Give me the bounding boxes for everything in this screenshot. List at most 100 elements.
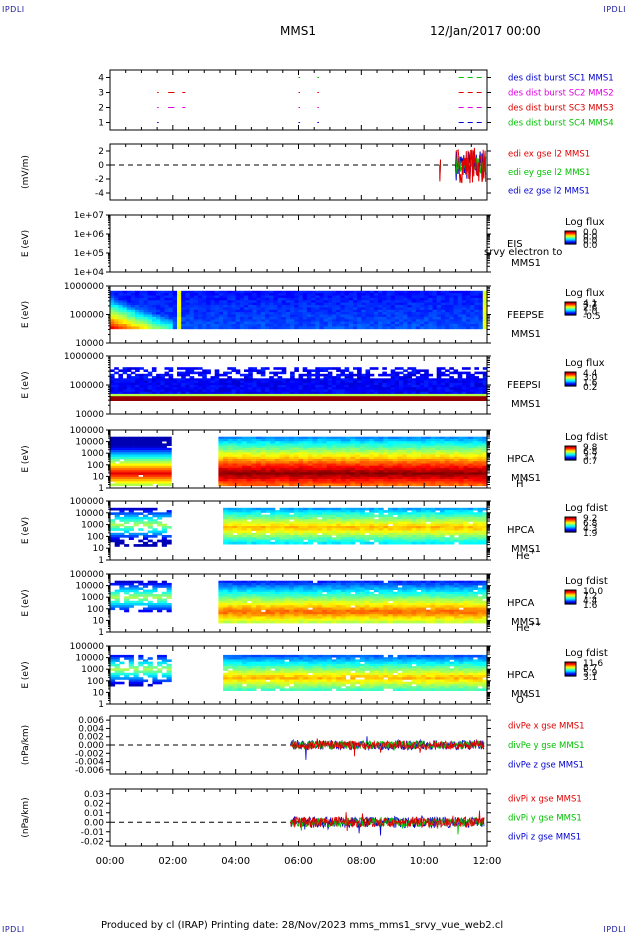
spectro-cell [415,369,421,372]
spectro-cell [470,378,475,381]
spectro-cell [319,305,324,308]
spectro-cell [265,465,271,469]
spectro-cell [457,316,463,320]
spectro-cell [359,438,365,442]
spectro-cell [164,295,170,299]
spectro-cell [147,474,153,478]
spectro-cell [227,445,233,449]
spectro-cell [411,380,417,384]
spectro-cell [378,302,383,306]
spectro-cell [172,314,178,318]
spectro-cell [355,461,361,464]
spectro-cell [357,300,362,304]
spectro-cell [461,295,467,299]
spectro-cell [110,305,115,308]
spectro-cell [361,387,366,390]
spectro-cell [390,371,396,375]
spectro-cell [256,398,262,401]
spectro-cell [449,452,455,455]
spectro-cell [402,459,408,462]
spectro-cell [202,398,207,401]
spectro-cell [382,398,387,401]
spectro-cell [482,465,488,469]
spectro-cell [411,476,417,480]
spectro-cell [138,456,144,460]
spectro-cell [378,326,383,330]
spectro-cell [474,398,479,401]
spectro-cell [348,376,354,379]
spectro-cell [425,465,431,469]
spectro-cell [277,307,283,311]
spectro-cell [133,512,139,515]
spectro-cell [232,481,238,484]
spectro-cell [444,445,450,449]
spectro-cell [365,376,371,379]
spectro-cell [365,297,371,301]
spectro-cell [477,441,483,444]
spectro-cell [474,297,479,301]
spectro-cell [143,295,149,299]
spectro-cell [302,367,308,370]
spectro-cell [124,438,130,442]
spectro-cell [223,307,228,311]
spectro-cell [357,297,362,301]
spectro-cell [402,476,408,480]
spectro-cell [260,472,266,475]
spectro-cell [390,398,396,401]
spectro-cell [114,532,120,536]
spectro-cell [214,300,220,304]
spectro-cell [147,324,153,327]
spectro-cell [122,319,128,323]
spectro-cell [152,452,158,455]
spectro-cell [332,290,337,294]
spectro-cell [289,461,295,464]
spectro-cell [415,302,421,306]
spectro-cell [340,476,346,480]
spectro-cell [285,380,291,384]
spectro-cell [466,309,471,313]
spectro-cell [394,376,400,379]
spectro-cell [307,436,313,440]
spectro-cell [237,445,243,449]
spectro-cell [466,293,471,296]
spectro-cell [269,297,274,301]
spectro-cell [294,382,299,386]
spectro-cell [231,305,237,308]
spectro-cell [265,479,271,482]
spectro-cell [306,369,312,372]
spectro-cell [218,483,224,487]
spectro-cell [428,385,433,388]
spectro-cell [466,316,471,320]
spectro-cell [386,380,392,384]
spectro-cell [232,445,238,449]
spectro-cell [118,389,123,393]
spectro-cell [420,389,425,393]
spectro-cell [277,321,283,325]
spectro-cell [361,316,366,320]
spectro-cell [449,319,454,323]
spectro-cell [147,436,153,440]
spectro-cell [160,302,165,306]
spectro-cell [244,293,249,296]
spectro-cell [248,312,253,315]
spectro-cell [315,295,320,299]
spectro-cell [439,436,445,440]
spectro-cell [399,367,404,370]
spectro-cell [160,385,165,388]
spectro-cell [457,376,463,379]
spectro-cell [177,367,182,370]
spectro-cell [317,436,323,440]
spectro-cell [449,302,454,306]
spectro-cell [172,396,178,399]
spectro-cell [482,324,488,327]
spectro-cell [133,470,139,473]
spectro-cell [463,463,469,467]
spectro-cell [478,307,484,311]
spectro-cell [474,312,479,315]
spectro-cell [118,398,123,401]
spectro-cell [355,474,361,478]
spectro-cell [168,319,174,323]
spectro-cell [406,463,412,467]
spectro-cell [256,389,262,393]
spectro-cell [133,459,139,462]
